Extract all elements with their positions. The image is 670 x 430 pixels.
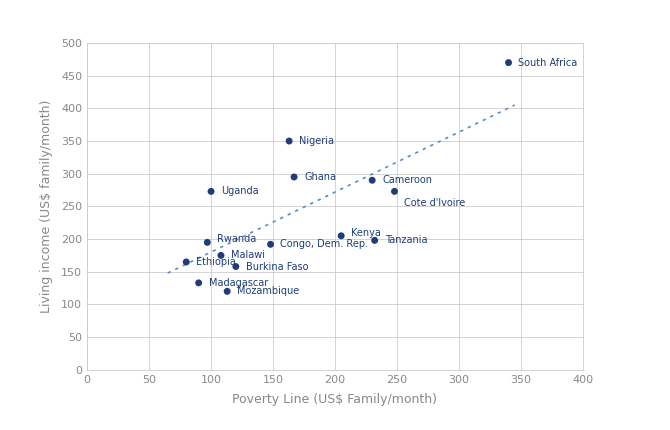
Point	[336, 232, 346, 239]
Point	[181, 258, 192, 265]
Point	[222, 288, 232, 295]
Text: Uganda: Uganda	[221, 186, 259, 197]
Text: Malawi: Malawi	[231, 250, 265, 261]
Point	[193, 280, 204, 286]
Point	[389, 188, 400, 195]
Point	[367, 177, 378, 184]
Point	[284, 138, 295, 144]
Point	[289, 174, 299, 181]
Point	[265, 241, 276, 248]
Point	[206, 188, 216, 195]
Point	[216, 252, 226, 259]
Text: Madagascar: Madagascar	[208, 278, 268, 288]
Text: Cameroon: Cameroon	[382, 175, 432, 185]
X-axis label: Poverty Line (US$ Family/month): Poverty Line (US$ Family/month)	[232, 393, 438, 406]
Text: Burkina Faso: Burkina Faso	[246, 261, 308, 271]
Text: Ethiopia: Ethiopia	[196, 257, 236, 267]
Point	[202, 239, 212, 246]
Text: Cote d'Ivoire: Cote d'Ivoire	[405, 198, 466, 208]
Text: Mozambique: Mozambique	[237, 286, 299, 296]
Point	[230, 263, 241, 270]
Text: South Africa: South Africa	[519, 58, 578, 68]
Text: Tanzania: Tanzania	[385, 235, 427, 246]
Text: Kenya: Kenya	[351, 227, 381, 237]
Point	[369, 237, 380, 244]
Y-axis label: Living income (US$ family/month): Living income (US$ family/month)	[40, 100, 53, 313]
Text: Nigeria: Nigeria	[299, 136, 334, 146]
Text: Ghana: Ghana	[304, 172, 336, 182]
Text: Congo, Dem. Rep.: Congo, Dem. Rep.	[281, 240, 368, 249]
Text: Rwanda: Rwanda	[217, 234, 257, 244]
Point	[503, 59, 514, 66]
